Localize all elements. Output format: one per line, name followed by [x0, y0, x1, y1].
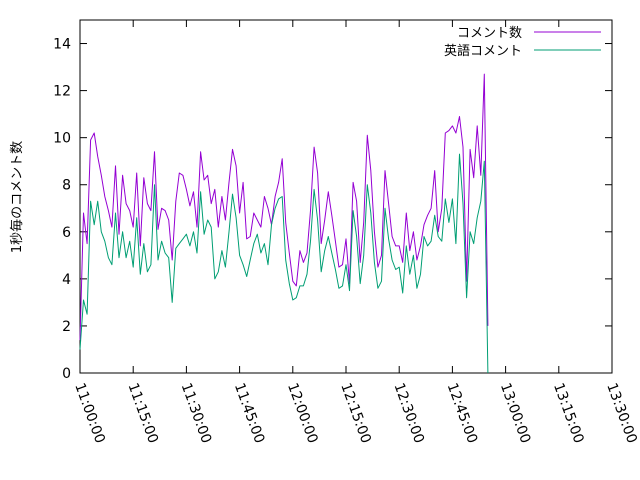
series-line-1 — [79, 153, 489, 374]
legend-label-0: コメント数 — [457, 26, 522, 41]
y-tick-label: 10 — [53, 131, 71, 147]
legend-label-1: 英語コメント — [444, 43, 522, 59]
y-tick-label: 8 — [62, 178, 71, 194]
y-axis-title: 1秒毎のコメント数 — [9, 141, 25, 253]
y-tick-label: 0 — [62, 366, 71, 382]
y-tick-label: 2 — [62, 319, 71, 335]
y-tick-label: 6 — [62, 225, 71, 241]
y-tick-label: 12 — [53, 84, 71, 100]
y-axis-title-group: 1秒毎のコメント数 — [9, 141, 25, 253]
y-tick-label: 14 — [53, 37, 71, 53]
y-tick-label: 4 — [62, 272, 71, 288]
series-line-0 — [79, 73, 489, 341]
